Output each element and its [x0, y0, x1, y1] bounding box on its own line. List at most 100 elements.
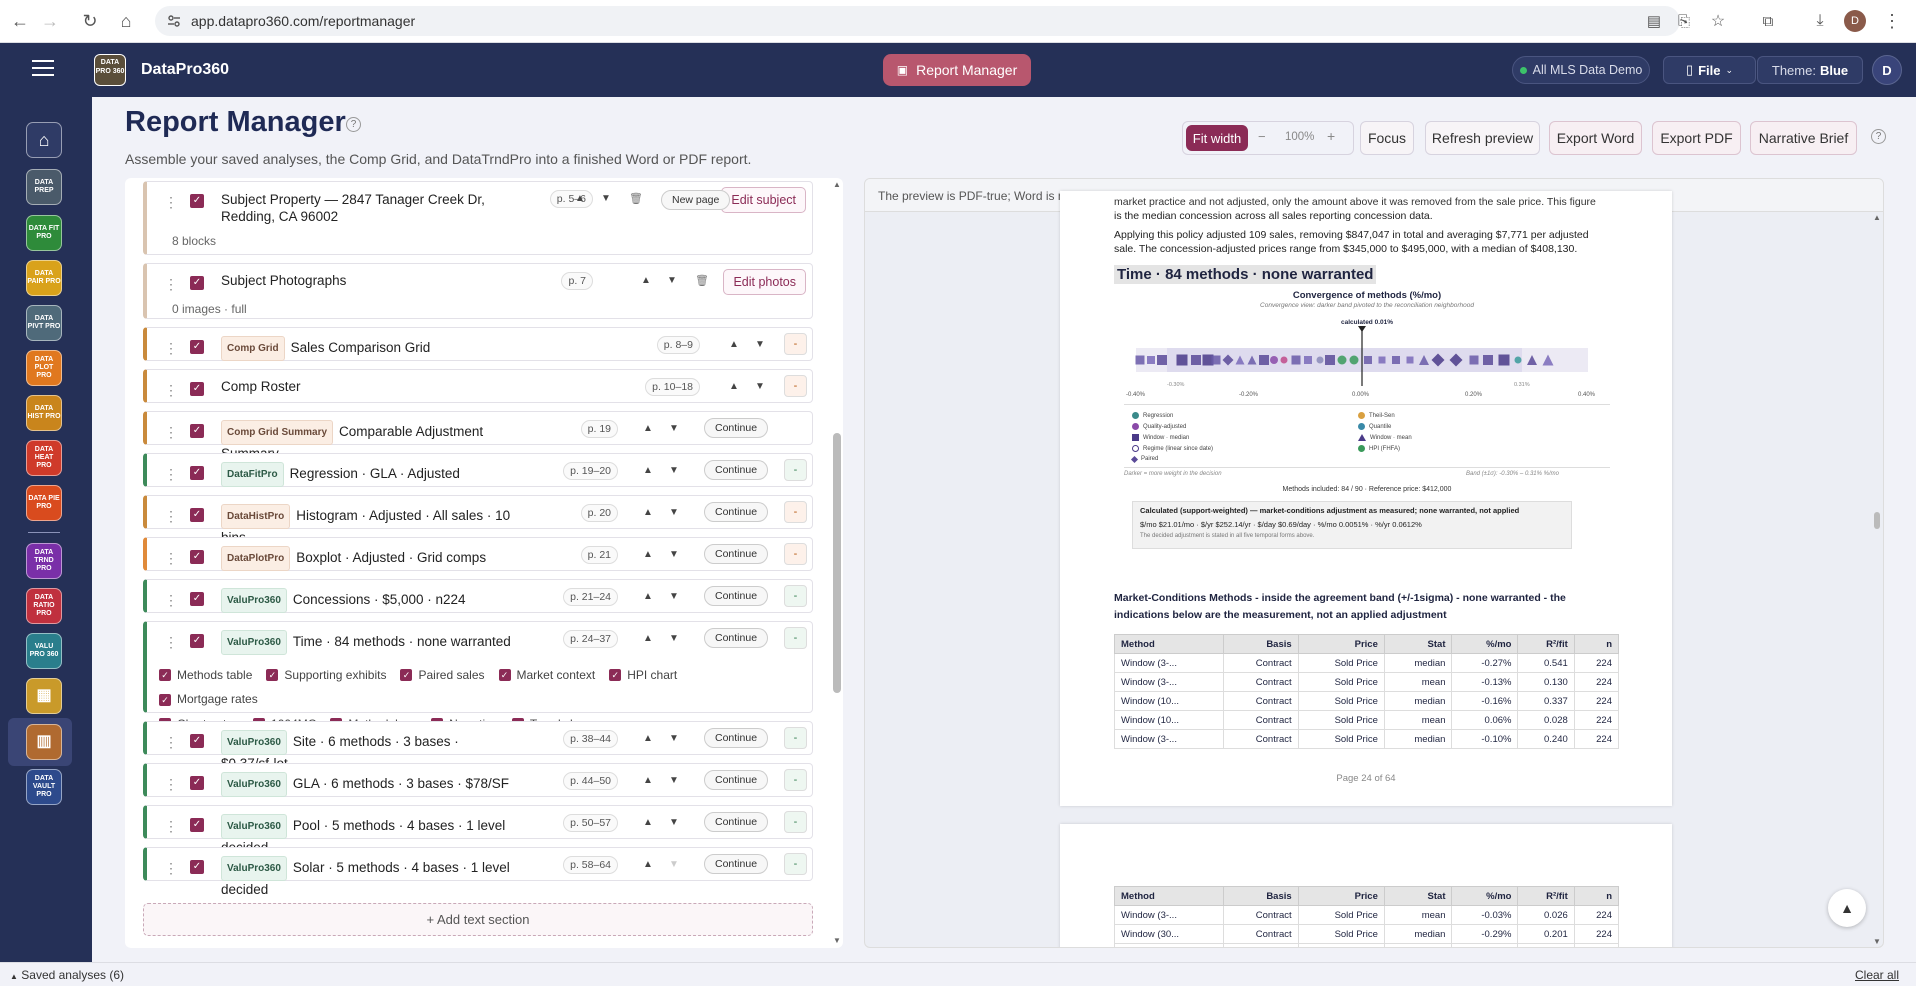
section-checkbox[interactable]: ✓	[190, 382, 204, 396]
help-icon[interactable]: ?	[346, 117, 361, 132]
mls-selector[interactable]: All MLS Data Demo	[1512, 56, 1650, 84]
zoom-in-button[interactable]: +	[1327, 128, 1336, 144]
site-settings-icon[interactable]	[167, 14, 181, 28]
report-icon[interactable]: ▥	[26, 724, 62, 760]
collapse-button[interactable]: -	[784, 769, 807, 791]
collapse-button[interactable]: -	[784, 501, 807, 523]
move-up-icon[interactable]: ▲	[643, 465, 653, 476]
forward-icon[interactable]: →	[41, 10, 59, 31]
move-down-icon[interactable]: ▼	[669, 733, 679, 744]
section-checkbox[interactable]: ✓	[190, 194, 204, 208]
menu-dots-icon[interactable]: ⋮	[1883, 10, 1901, 31]
continue-toggle[interactable]: Continue	[704, 502, 769, 522]
move-up-icon[interactable]: ▲	[575, 193, 585, 204]
section-checkbox[interactable]: ✓	[190, 550, 204, 564]
collapse-button[interactable]: -	[784, 811, 807, 833]
sections-scrollbar[interactable]: ▲ ▼	[833, 180, 841, 945]
move-up-icon[interactable]: ▲	[641, 275, 651, 286]
focus-button[interactable]: Focus	[1360, 121, 1414, 155]
data-prep-icon[interactable]: DATA PREP	[26, 169, 62, 205]
drag-handle-icon[interactable]: ⋮	[164, 276, 178, 292]
data-pie-pro-icon[interactable]: DATA PIE PRO	[26, 485, 62, 521]
export-pdf-button[interactable]: Export PDF	[1652, 121, 1741, 155]
section-checkbox[interactable]: ✓	[190, 634, 204, 648]
section-row[interactable]: ⋮ ✓ DataPlotPro Boxplot · Adjusted · Grid c…	[143, 537, 813, 571]
edit-photos-button[interactable]: Edit photos	[723, 269, 806, 295]
zoom-out-button[interactable]: −	[1258, 129, 1266, 144]
move-down-icon[interactable]: ▼	[669, 549, 679, 560]
move-up-icon[interactable]: ▲	[729, 339, 739, 350]
drag-handle-icon[interactable]: ⋮	[164, 734, 178, 750]
drag-handle-icon[interactable]: ⋮	[164, 194, 178, 210]
collapse-button[interactable]: -	[784, 627, 807, 649]
section-checkbox[interactable]: ✓	[190, 818, 204, 832]
section-row[interactable]: ⋮ ✓ ValuPro360 Concessions · $5,000 · n224 p…	[143, 579, 813, 613]
section-checkbox[interactable]: ✓	[190, 466, 204, 480]
home-browser-icon[interactable]: ⌂	[120, 10, 132, 31]
export-word-button[interactable]: Export Word	[1549, 121, 1642, 155]
drag-handle-icon[interactable]: ⋮	[164, 860, 178, 876]
fit-width-button[interactable]: Fit width	[1186, 125, 1248, 151]
data-plot-pro-icon[interactable]: DATA PLOT PRO	[26, 350, 62, 386]
move-down-icon[interactable]: ▼	[669, 591, 679, 602]
address-bar[interactable]: app.datapro360.com/reportmanager	[155, 6, 1680, 36]
drag-handle-icon[interactable]: ⋮	[164, 818, 178, 834]
move-down-icon[interactable]: ▼	[669, 633, 679, 644]
continue-toggle[interactable]: Continue	[704, 460, 769, 480]
section-row[interactable]: ⋮ ✓ Comp Roster p. 10–18 ▲ ▼ -	[143, 369, 813, 403]
app-logo[interactable]: DATA PRO 360	[94, 54, 126, 86]
file-menu-button[interactable]: ▯ File ⌄	[1663, 56, 1756, 84]
new-page-button[interactable]: New page	[661, 190, 731, 210]
home-icon[interactable]: ⌂	[26, 122, 62, 158]
move-up-icon[interactable]: ▲	[643, 507, 653, 518]
move-down-icon[interactable]: ▼	[669, 507, 679, 518]
option-checkbox[interactable]: ✓ Mortgage rates	[159, 688, 258, 711]
continue-toggle[interactable]: Continue	[704, 544, 769, 564]
continue-toggle[interactable]: Continue	[704, 812, 769, 832]
section-row[interactable]: ⋮ ✓ ValuPro360 Pool · 5 methods · 4 bases ·…	[143, 805, 813, 855]
move-down-icon[interactable]: ▼	[669, 465, 679, 476]
delete-icon[interactable]: 🗑	[695, 275, 709, 287]
collapse-button[interactable]: -	[784, 543, 807, 565]
continue-toggle[interactable]: Continue	[704, 586, 769, 606]
move-down-icon[interactable]: ▼	[755, 381, 765, 392]
user-avatar[interactable]: D	[1872, 55, 1902, 85]
clear-all-link[interactable]: Clear all	[1855, 968, 1900, 982]
toolbar-help-icon[interactable]: ?	[1871, 129, 1886, 144]
drag-handle-icon[interactable]: ⋮	[164, 466, 178, 482]
drag-handle-icon[interactable]: ⋮	[164, 634, 178, 650]
data-pivt-pro-icon[interactable]: DATA PIVT PRO	[26, 305, 62, 341]
reload-icon[interactable]: ↻	[82, 10, 98, 31]
refresh-preview-button[interactable]: Refresh preview	[1425, 121, 1540, 155]
move-up-icon[interactable]: ▲	[643, 633, 653, 644]
continue-toggle[interactable]: Continue	[704, 728, 769, 748]
preview-scrollbar[interactable]: ▲ ▼	[1873, 213, 1881, 946]
report-manager-button[interactable]: ▣ Report Manager	[883, 54, 1031, 86]
continue-toggle[interactable]: Continue	[704, 628, 769, 648]
section-checkbox[interactable]: ✓	[190, 592, 204, 606]
move-up-icon[interactable]: ▲	[643, 423, 653, 434]
move-up-icon[interactable]: ▲	[643, 775, 653, 786]
section-row[interactable]: ⋮ ✓ Subject Property — 2847 Tanager Creek …	[143, 181, 813, 255]
collapse-button[interactable]: -	[784, 375, 807, 397]
section-row[interactable]: ⋮ ✓ ValuPro360 GLA · 6 methods · 3 bases · …	[143, 763, 813, 797]
extensions-icon[interactable]: ⧉	[1762, 12, 1774, 30]
data-trnd-pro-icon[interactable]: DATA TRND PRO	[26, 543, 62, 579]
move-down-icon[interactable]: ▼	[755, 339, 765, 350]
data-heat-pro-icon[interactable]: DATA HEAT PRO	[26, 440, 62, 476]
option-checkbox[interactable]: ✓ Paired sales	[400, 664, 485, 687]
collapse-button[interactable]: -	[784, 853, 807, 875]
data-ratio-pro-icon[interactable]: DATA RATIO PRO	[26, 588, 62, 624]
collapse-button[interactable]: -	[784, 333, 807, 355]
drag-handle-icon[interactable]: ⋮	[164, 592, 178, 608]
hamburger-menu-icon[interactable]	[32, 60, 54, 78]
scroll-to-top-button[interactable]: ▲	[1828, 889, 1866, 927]
move-up-icon[interactable]: ▲	[643, 859, 653, 870]
grid-icon[interactable]: ▦	[26, 678, 62, 714]
section-checkbox[interactable]: ✓	[190, 276, 204, 290]
delete-icon[interactable]: 🗑	[629, 193, 643, 205]
star-icon[interactable]: ☆	[1710, 13, 1726, 30]
move-down-icon[interactable]: ▼	[669, 775, 679, 786]
move-down-icon[interactable]: ▼	[667, 275, 677, 286]
drag-handle-icon[interactable]: ⋮	[164, 550, 178, 566]
